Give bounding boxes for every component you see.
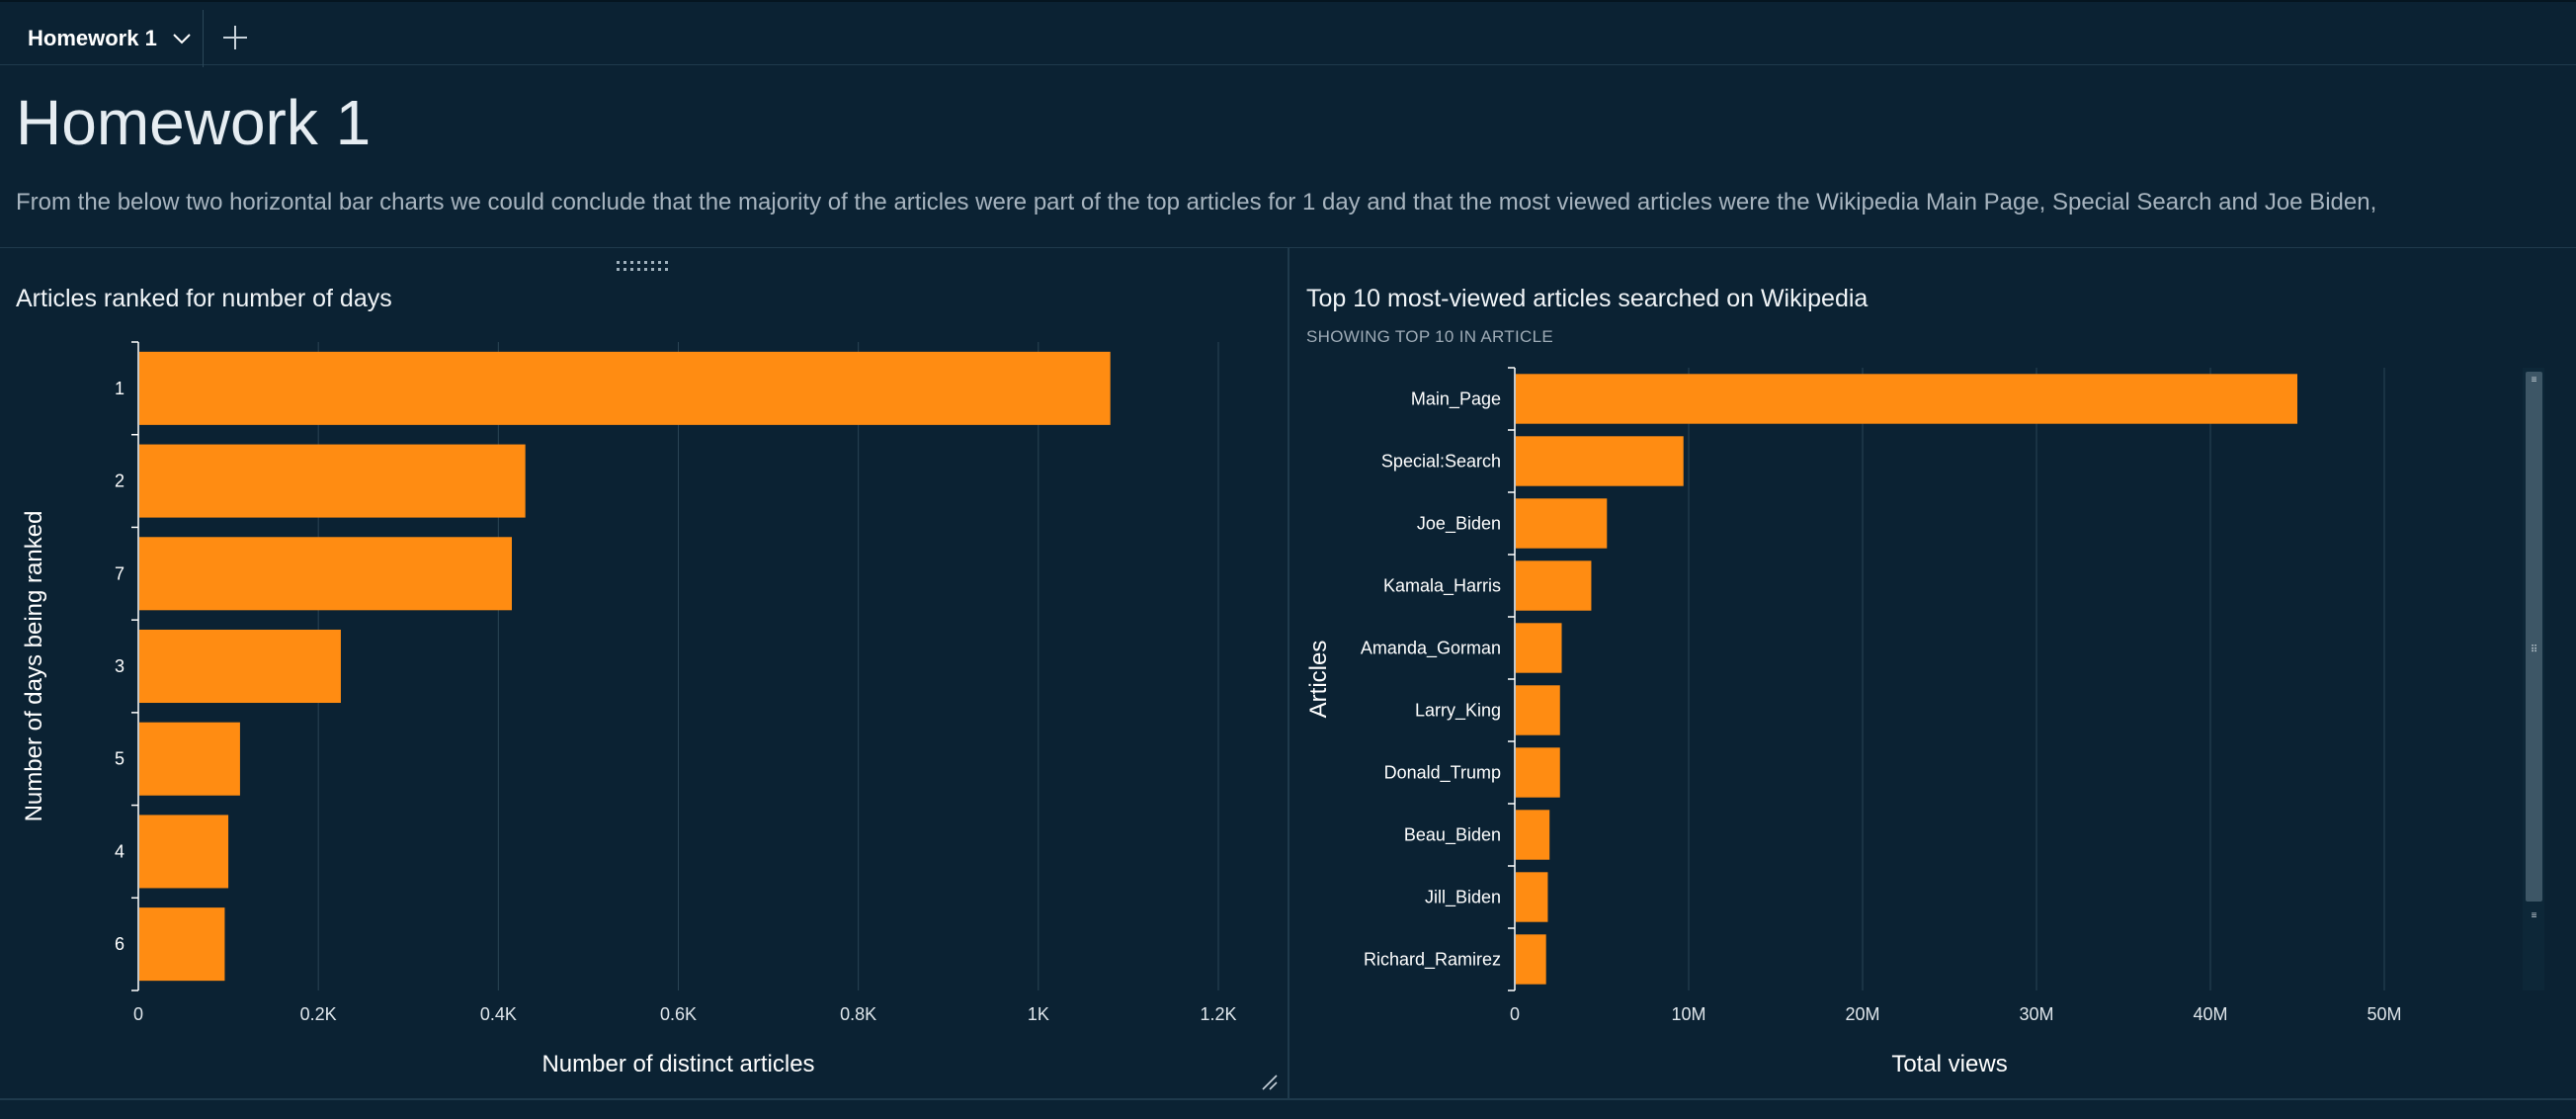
bar	[1516, 934, 1546, 985]
x-tick-label: 0.6K	[660, 1004, 697, 1024]
y-category-label: Amanda_Gorman	[1361, 639, 1501, 659]
y-category-label: 3	[115, 656, 125, 676]
bar	[1516, 872, 1548, 922]
bar	[139, 351, 1111, 425]
y-category-label: Main_Page	[1411, 389, 1501, 410]
x-tick-label: 1K	[1028, 1004, 1049, 1024]
resize-corner-icon[interactable]	[1261, 1074, 1279, 1091]
x-tick-label: 1.2K	[1200, 1004, 1236, 1024]
y-category-label: Larry_King	[1415, 701, 1501, 722]
x-tick-label: 0.2K	[300, 1004, 337, 1024]
y-category-label: Special:Search	[1381, 452, 1501, 472]
page-title: Homework 1	[16, 87, 372, 158]
bar	[1516, 685, 1560, 735]
x-tick-label: 0.4K	[480, 1004, 517, 1024]
bar	[1516, 436, 1684, 486]
y-category-label: 2	[115, 472, 125, 491]
x-tick-label: 30M	[2019, 1004, 2053, 1024]
x-tick-label: 0	[1510, 1004, 1520, 1024]
y-category-label: 6	[115, 934, 125, 954]
x-axis-title: Total views	[1891, 1051, 2007, 1077]
panel-divider-vertical[interactable]	[1288, 248, 1289, 1098]
page-description: From the below two horizontal bar charts…	[16, 189, 2377, 215]
chart-top10-articles[interactable]: 0 10M 20M 30M 40M 50M Main_Page Special:Search J…	[1290, 326, 2521, 1087]
y-category-label: Beau_Biden	[1404, 825, 1501, 846]
y-category-label: Joe_Biden	[1417, 514, 1501, 535]
tab-label: Homework 1	[28, 26, 157, 50]
bar	[1516, 374, 2297, 424]
y-axis-title: Articles	[1305, 641, 1332, 719]
scroll-grip-icon: ⠿	[2530, 645, 2538, 655]
bar	[1516, 498, 1608, 549]
y-category-label: 5	[115, 749, 125, 769]
panel-divider-bottom	[0, 1098, 2576, 1100]
chart-title-days: Articles ranked for number of days	[16, 285, 392, 312]
chart-title-top10: Top 10 most-viewed articles searched on …	[1306, 285, 1869, 312]
bar	[1516, 560, 1592, 611]
y-category-label: 1	[115, 379, 125, 398]
bar	[1516, 810, 1550, 860]
x-axis-title: Number of distinct articles	[541, 1051, 814, 1077]
scroll-grip-icon: ≡	[2531, 910, 2537, 921]
chart-scrollbar-thumb[interactable]	[2526, 372, 2542, 902]
y-category-label: 4	[115, 841, 125, 861]
bar	[139, 815, 229, 889]
bar	[1516, 623, 1562, 673]
bar	[139, 537, 512, 611]
x-tick-label: 10M	[1671, 1004, 1705, 1024]
x-tick-label: 0.8K	[840, 1004, 876, 1024]
bar	[139, 722, 240, 796]
y-category-label: Richard_Ramirez	[1364, 950, 1501, 971]
y-category-label: Donald_Trump	[1384, 763, 1501, 784]
scroll-grip-icon: ≡	[2531, 375, 2537, 386]
bar	[139, 629, 341, 704]
y-category-label: Kamala_Harris	[1383, 576, 1501, 597]
x-tick-label: 50M	[2367, 1004, 2401, 1024]
chevron-down-icon[interactable]	[171, 28, 193, 49]
tab-bar: Homework 1	[0, 0, 2576, 67]
y-axis-title: Number of days being ranked	[21, 511, 47, 822]
x-tick-label: 0	[133, 1004, 143, 1024]
chart-subtitle-top10: SHOWING TOP 10 IN ARTICLE	[1306, 327, 1553, 346]
panel-divider-top	[0, 247, 2576, 248]
bar	[139, 444, 526, 518]
tab-homework-1[interactable]: Homework 1	[8, 10, 204, 67]
x-tick-label: 20M	[1845, 1004, 1879, 1024]
x-tick-label: 40M	[2193, 1004, 2227, 1024]
bar	[139, 907, 225, 982]
y-category-label: Jill_Biden	[1425, 888, 1501, 908]
plus-icon[interactable]	[219, 22, 251, 53]
y-category-label: 7	[115, 563, 125, 583]
drag-handle-icon[interactable]	[617, 259, 670, 273]
bar	[1516, 747, 1560, 798]
chart-articles-ranked-days[interactable]: 0 0.2K 0.4K 0.6K 0.8K 1K 1.2K 1 2 7 3 5 4 6 Number of …	[0, 326, 1285, 1087]
